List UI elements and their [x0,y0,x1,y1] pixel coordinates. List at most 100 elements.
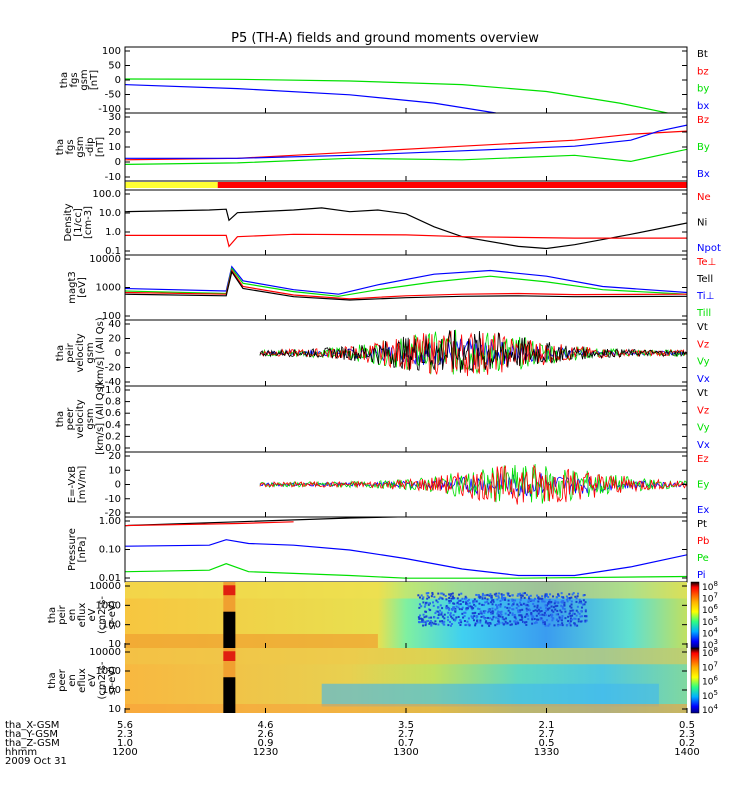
spectrogram-pixel [449,620,452,623]
spectrogram-pixel [514,620,517,623]
legend-Pi: Pi [697,570,706,581]
spectrogram-pixel [577,611,580,614]
spectrogram-pixel [544,594,547,597]
spectrogram-pixel [529,594,532,597]
spectrogram-pixel [551,619,554,622]
spectrogram-pixel [552,595,555,598]
spectrogram-pixel [497,610,500,613]
spectrogram-pixel [585,619,588,622]
spectrogram-pixel [495,616,498,619]
spectrogram-pixel [507,609,510,612]
spectrogram-pixel [425,601,428,604]
spectrogram-pixel [533,605,536,608]
spectrogram-pixel [427,592,430,595]
spectrogram-pixel [434,620,437,623]
colorbar [690,647,700,714]
y-axis-label: eflux [77,668,88,693]
bottom-axis-value: 5.6 [117,720,133,731]
spectrogram-pixel [430,595,433,598]
spectrogram-pixel [448,599,451,602]
y-axis-label: eV [87,674,98,687]
series-Pe [125,563,687,579]
spectrogram-pixel [448,597,451,600]
legend-Ne: Ne [697,192,711,203]
spectrogram-pixel [431,601,434,604]
spectrogram-pixel [487,622,490,625]
spectrogram-pixel [527,604,530,607]
spectrogram-pixel [543,611,546,614]
spectrogram-pixel [441,597,444,600]
spectrogram-pixel [458,603,461,606]
spectrogram-pixel [424,610,427,613]
spectrogram-pixel [550,615,553,618]
spectrogram-pixel [465,596,468,599]
panel-frame [124,385,688,453]
y-axis-label: [nPa] [77,536,88,562]
y-tick-label: 10000 [89,254,121,265]
y-tick-label: 0 [115,348,121,359]
spectrogram-pixel [570,600,573,603]
spectrogram-pixel [438,612,441,615]
spectrogram-pixel [507,592,510,595]
spectrogram-pixel [516,603,519,606]
spectrogram-pixel [479,621,482,624]
spectrogram-pixel [486,622,489,625]
spectrogram-pixel [568,593,571,596]
spectrogram-pixel [501,616,504,619]
spectrogram-pixel [492,600,495,603]
spectrogram-pixel [499,612,502,615]
spectrogram-pixel [516,594,519,597]
data-gap [223,611,236,648]
bottom-axis-value: 0.9 [258,738,274,749]
y-tick-label: 1.0 [105,385,121,396]
spectrogram-pixel [475,616,478,619]
y-tick-label: 50 [108,61,121,72]
spectrogram-pixel [568,622,571,625]
spectrogram-pixel [577,620,580,623]
spectrogram-pixel [454,609,457,612]
spectrogram-pixel [490,612,493,615]
spectrogram-pixel [482,604,485,607]
mode-segment [217,182,688,188]
spectrogram-pixel [507,603,510,606]
spectrogram-pixel [502,596,505,599]
bottom-axis-value: 2.1 [539,720,555,731]
spectrogram-pixel [576,595,579,598]
spectrogram-pixel [488,617,491,620]
spectrogram-pixel [441,592,444,595]
spectrogram-pixel [527,618,530,621]
spectrogram-pixel [507,613,510,616]
spectrogram-pixel [499,605,502,608]
spectrogram-pixel [467,605,470,608]
y-tick-label: -50 [105,90,121,101]
panel-4: Te⊥ Tell Ti⊥ Till 10000 1000 100 magt3 [eV] [67,254,716,322]
y-axis-label: magt3 [67,271,78,304]
spectrogram-pixel [491,607,494,610]
spectrogram-pixel [567,597,570,600]
spectrogram-pixel [475,593,478,596]
spectrogram-pixel [434,612,437,615]
y-axis-label: tha [47,607,58,623]
y-tick-label: 10000 [89,581,121,592]
spectrogram-pixel [428,602,431,605]
spectrogram-pixel [500,593,503,596]
panel-3: Ne Ni Npot 100.0 10.0 1.0 0.1 Density [1/cc] [cm-… [63,189,721,257]
spectrogram-pixel [463,597,466,600]
spectrogram-pixel [459,624,462,627]
spectrogram-pixel [501,621,504,624]
spectrogram-pixel [466,599,469,602]
spectrogram-pixel [459,599,462,602]
spectrogram-pixel [539,613,542,616]
spectrogram-pixel [509,611,512,614]
panel-frame [124,112,688,182]
spectrogram-pixel [438,597,441,600]
spectrogram-pixel [464,611,467,614]
series-Till [125,267,687,297]
spectrogram-pixel [561,616,564,619]
spectrogram-pixel [567,620,570,623]
legend-Pb: Pb [697,536,709,547]
spectrogram-pixel [491,612,494,615]
spectrogram-pixel [548,598,551,601]
series-Tell [125,270,687,301]
